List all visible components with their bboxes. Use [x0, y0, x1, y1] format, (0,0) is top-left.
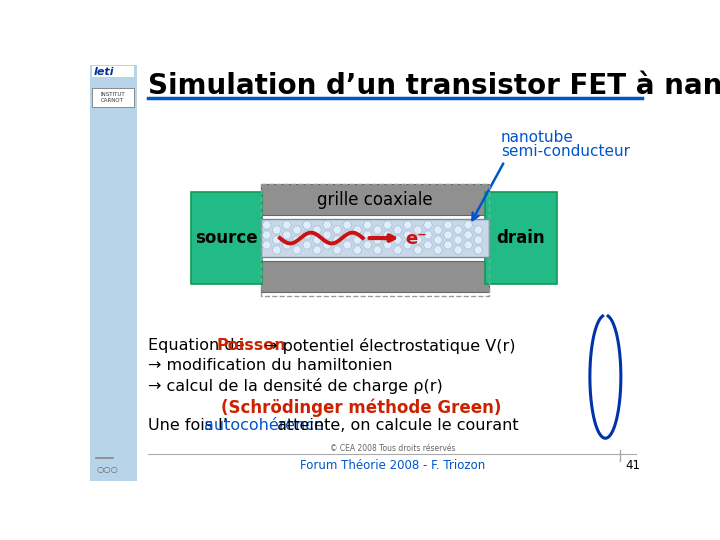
Text: ○○○: ○○○: [96, 465, 118, 474]
Text: drain: drain: [497, 229, 545, 247]
Bar: [90, 65, 137, 481]
Text: semi-conducteur: semi-conducteur: [500, 144, 630, 159]
Text: → potentiel électrostatique V(r): → potentiel électrostatique V(r): [259, 338, 516, 354]
Bar: [191, 192, 262, 284]
Text: → calcul de la densité de charge ρ(r): → calcul de la densité de charge ρ(r): [148, 378, 443, 394]
Text: © CEA 2008 Tous droits réservés: © CEA 2008 Tous droits réservés: [330, 444, 455, 453]
Text: INSTITUT
CARNOT: INSTITUT CARNOT: [100, 92, 125, 103]
Text: source: source: [195, 229, 258, 247]
Text: e⁻: e⁻: [405, 230, 427, 248]
Text: atteinte, on calcule le courant: atteinte, on calcule le courant: [272, 418, 518, 433]
Text: (Schrödinger méthode Green): (Schrödinger méthode Green): [221, 398, 501, 417]
Text: leti: leti: [94, 67, 114, 77]
Text: grille coaxiale: grille coaxiale: [317, 191, 433, 208]
Text: autocohérence: autocohérence: [204, 418, 324, 433]
Bar: [261, 219, 489, 257]
Text: Simulation d’un transistor FET à nanotube: Simulation d’un transistor FET à nanotub…: [148, 72, 720, 100]
Bar: [485, 192, 557, 284]
Text: Une fois l’: Une fois l’: [148, 418, 228, 433]
Bar: [261, 184, 489, 296]
Bar: [91, 66, 134, 77]
Bar: [91, 88, 134, 107]
Text: Forum Théorie 2008 - F. Triozon: Forum Théorie 2008 - F. Triozon: [300, 459, 485, 472]
Bar: [261, 261, 489, 292]
Bar: [261, 184, 489, 215]
Text: Equation de: Equation de: [148, 338, 250, 353]
Text: nanotube: nanotube: [500, 130, 574, 145]
Text: 41: 41: [625, 459, 640, 472]
Text: Poisson: Poisson: [216, 338, 286, 353]
Text: → modification du hamiltonien: → modification du hamiltonien: [148, 358, 392, 373]
